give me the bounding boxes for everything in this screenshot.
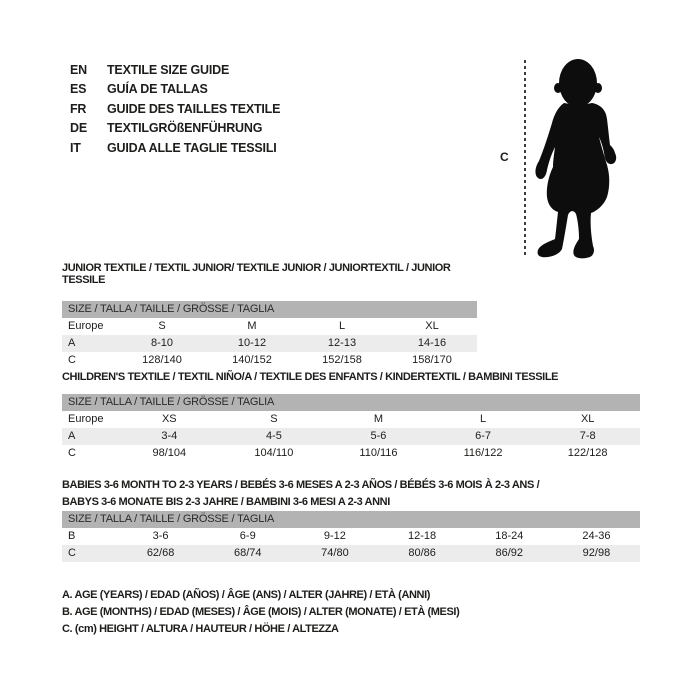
note-b: B. AGE (MONTHS) / EDAD (MESES) / ÂGE (MO…: [62, 606, 460, 618]
row-label: Europe: [68, 320, 104, 332]
height-cell: 158/170: [412, 354, 452, 366]
lang-row-es: ES GUÍA DE TALLAS: [70, 80, 280, 100]
age-cell: 4-5: [265, 430, 282, 442]
height-cell: 128/140: [142, 354, 182, 366]
age-cell: 12-18: [408, 530, 437, 542]
table-row: Europe S M L XL: [62, 318, 477, 335]
table-row: C 128/140 140/152 152/158 158/170: [62, 352, 477, 369]
age-cell: 6-9: [239, 530, 256, 542]
lang-code: EN: [70, 62, 87, 77]
height-line-c-label: C: [500, 150, 509, 164]
table-row: A 8-10 10-12 12-13 14-16: [62, 335, 477, 352]
lang-title: GUIDA ALLE TAGLIE TESSILI: [107, 140, 277, 155]
lang-row-fr: FR GUIDE DES TAILLES TEXTILE: [70, 99, 280, 119]
lang-row-it: IT GUIDA ALLE TAGLIE TESSILI: [70, 138, 280, 158]
age-cell: 14-16: [417, 337, 447, 349]
lang-title: GUIDE DES TAILLES TEXTILE: [107, 101, 281, 116]
babies-textile-section: BABIES 3-6 MONTH TO 2-3 YEARS / BEBÉS 3-…: [62, 477, 640, 562]
age-cell: 6-7: [475, 430, 492, 442]
age-cell: 7-8: [579, 430, 596, 442]
size-cell: XS: [161, 413, 177, 425]
age-cell: 3-4: [161, 430, 178, 442]
size-cell: XL: [425, 320, 439, 332]
height-cell: 98/104: [152, 447, 187, 459]
lang-code: DE: [70, 121, 87, 136]
age-cell: 8-10: [150, 337, 174, 349]
height-cell: 140/152: [232, 354, 272, 366]
junior-textile-section: JUNIOR TEXTILE / TEXTIL JUNIOR/ TEXTILE …: [62, 262, 477, 369]
baby-silhouette-image: [535, 59, 617, 259]
height-cell: 68/74: [233, 547, 262, 559]
lang-row-de: DE TEXTILGRÖßENFÜHRUNG: [70, 119, 280, 139]
size-cell: L: [480, 413, 487, 425]
children-section-title: CHILDREN'S TEXTILE / TEXTIL NIÑO/A / TEX…: [62, 371, 559, 383]
lang-title: TEXTILGRÖßENFÜHRUNG: [107, 121, 263, 136]
row-label: Europe: [68, 413, 104, 425]
height-cell: 74/80: [321, 547, 349, 559]
lang-row-en: EN TEXTILE SIZE GUIDE: [70, 60, 280, 80]
children-size-header: SIZE / TALLA / TAILLE / GRÖSSE / TAGLIA: [62, 394, 640, 411]
size-cell: M: [373, 413, 384, 425]
legend-notes: A. AGE (YEARS) / EDAD (AÑOS) / ÂGE (ANS)…: [62, 587, 460, 638]
row-label: C: [68, 354, 76, 366]
babies-size-header: SIZE / TALLA / TAILLE / GRÖSSE / TAGLIA: [62, 511, 640, 528]
lang-title: GUÍA DE TALLAS: [107, 82, 208, 97]
babies-section-title-line1: BABIES 3-6 MONTH TO 2-3 YEARS / BEBÉS 3-…: [62, 479, 540, 491]
table-row: Europe XS S M L XL: [62, 411, 640, 428]
height-cell: 104/110: [254, 447, 294, 459]
babies-section-title-line2: BABYS 3-6 MONATE BIS 2-3 JAHRE / BAMBINI…: [62, 496, 390, 508]
table-row: A 3-4 4-5 5-6 6-7 7-8: [62, 428, 640, 445]
row-label: C: [68, 447, 76, 459]
row-label: A: [68, 430, 76, 442]
note-c: C. (cm) HEIGHT / ALTURA / HAUTEUR / HÖHE…: [62, 623, 339, 635]
age-cell: 12-13: [327, 337, 357, 349]
age-cell: 5-6: [370, 430, 387, 442]
table-row: C 62/68 68/74 74/80 80/86 86/92 92/98: [62, 545, 640, 562]
height-cell: 92/98: [582, 547, 611, 559]
age-cell: 9-12: [323, 530, 346, 542]
table-row: B 3-6 6-9 9-12 12-18 18-24 24-36: [62, 528, 640, 545]
junior-section-title: JUNIOR TEXTILE / TEXTIL JUNIOR/ TEXTILE …: [62, 262, 451, 286]
size-cell: L: [338, 320, 346, 332]
height-cell: 62/68: [146, 547, 175, 559]
lang-code: ES: [70, 82, 87, 97]
lang-code: FR: [70, 101, 87, 116]
age-cell: 24-36: [582, 530, 611, 542]
height-cell: 122/128: [567, 447, 608, 459]
lang-title: TEXTILE SIZE GUIDE: [107, 62, 230, 77]
row-label: A: [68, 337, 76, 349]
height-dashed-line: [524, 60, 526, 258]
age-cell: 18-24: [495, 530, 524, 542]
size-cell: S: [158, 320, 166, 332]
row-label: B: [68, 530, 76, 542]
height-cell: 110/116: [359, 447, 398, 459]
note-a: A. AGE (YEARS) / EDAD (AÑOS) / ÂGE (ANS)…: [62, 589, 430, 601]
children-textile-section: CHILDREN'S TEXTILE / TEXTIL NIÑO/A / TEX…: [62, 371, 640, 462]
row-label: C: [68, 547, 76, 559]
height-cell: 86/92: [495, 547, 524, 559]
age-cell: 3-6: [152, 530, 169, 542]
lang-code: IT: [70, 140, 81, 155]
height-cell: 116/122: [463, 447, 503, 459]
size-cell: XL: [580, 413, 595, 425]
size-cell: S: [270, 413, 278, 425]
age-cell: 10-12: [237, 337, 267, 349]
height-cell: 152/158: [322, 354, 362, 366]
height-cell: 80/86: [408, 547, 436, 559]
table-row: C 98/104 104/110 110/116 116/122 122/128: [62, 445, 640, 462]
size-cell: M: [247, 320, 257, 332]
language-title-list: EN TEXTILE SIZE GUIDE ES GUÍA DE TALLAS …: [70, 60, 280, 158]
junior-size-header: SIZE / TALLA / TAILLE / GRÖSSE / TAGLIA: [62, 301, 477, 318]
